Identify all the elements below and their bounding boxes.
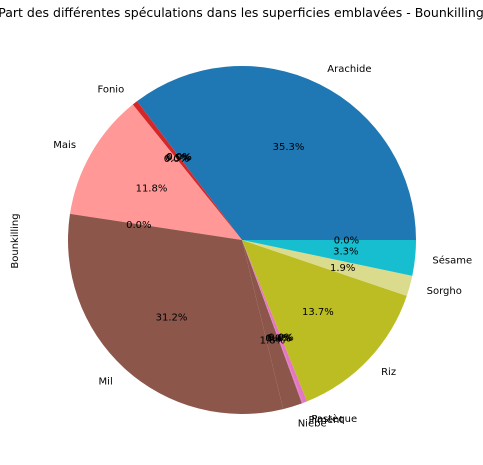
pie-category-label: Pastèque xyxy=(311,413,357,425)
pie-percent-label: 0.1% xyxy=(266,333,291,344)
pie-slices xyxy=(67,66,416,415)
pie-percent-label: 0.0% xyxy=(265,334,290,345)
pie-percent-label: 0.4% xyxy=(267,333,292,344)
pie-slice-pastèque xyxy=(242,240,308,403)
y-axis-label: Bounkilling xyxy=(10,213,21,268)
chart-title: Part des différentes spéculations dans l… xyxy=(0,5,483,20)
pie-percent-label: 0.0% xyxy=(268,332,293,343)
pie-percent-label: 0.0% xyxy=(126,220,151,231)
pie-percent-label: 35.3% xyxy=(273,142,305,153)
pie-percent-label: 31.2% xyxy=(156,312,188,323)
pie-category-label: Arachide xyxy=(327,64,371,75)
pie-labels: 35.3%Arachide0.0%0.0%0.5%Fonio0.0%11.8%M… xyxy=(53,64,472,429)
pie-percent-label: 0.5% xyxy=(165,153,190,164)
pie-percent-label: 3.3% xyxy=(333,246,358,257)
pie-percent-label: 0.0% xyxy=(164,154,189,165)
pie-percent-label: 1.9% xyxy=(330,263,355,274)
pie-category-label: Mil xyxy=(99,377,113,388)
pie-percent-label: 0.0% xyxy=(166,152,191,163)
pie-category-label: Mais xyxy=(53,140,76,151)
pie-slice-niebe xyxy=(242,240,302,410)
pie-category-label: Fonio xyxy=(97,85,124,96)
pie-slice-riz xyxy=(242,240,407,402)
pie-percent-label: 11.8% xyxy=(136,183,168,194)
pie-category-label: Sorgho xyxy=(427,286,462,297)
pie-category-label: Piment xyxy=(309,415,344,426)
pie-slice-mais xyxy=(69,104,242,240)
pie-slice-mil xyxy=(67,213,284,415)
pie-slice-sésame xyxy=(242,240,416,276)
pie-slice-piment xyxy=(242,240,303,404)
pie-category-label: Sésame xyxy=(432,254,472,266)
pie-percent-label: 0.0% xyxy=(334,236,359,247)
pie-slice-arachide xyxy=(137,66,416,240)
pie-category-label: Riz xyxy=(381,367,396,378)
pie-percent-label: 0.0% xyxy=(166,152,191,163)
pie-percent-label: 1.8% xyxy=(260,335,285,346)
pie-slice-sorgho xyxy=(242,240,413,296)
pie-percent-label: 13.7% xyxy=(302,307,334,318)
pie-category-label: Niebe xyxy=(298,419,327,430)
pie-slice-fonio xyxy=(132,101,242,240)
